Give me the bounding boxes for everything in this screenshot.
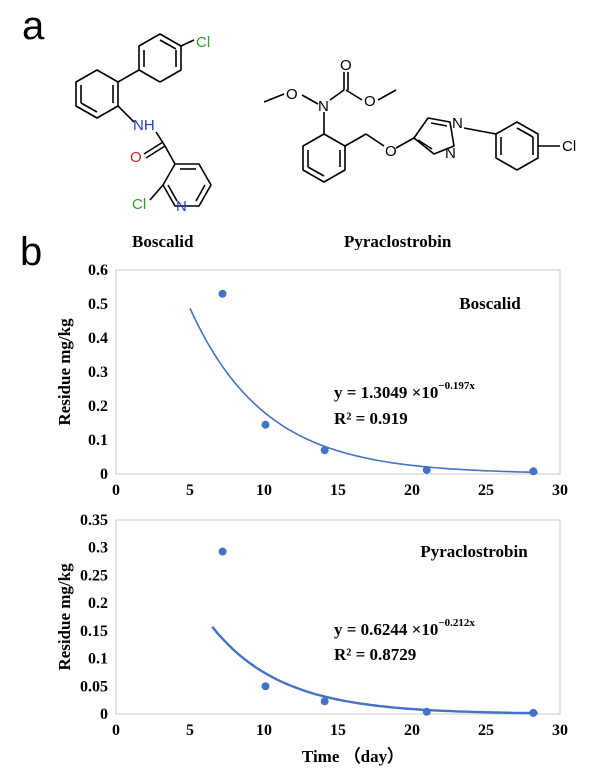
- atom-o: O: [364, 93, 376, 110]
- x-tick-label: 5: [186, 482, 194, 499]
- plot-frame: [115, 269, 561, 475]
- data-point: [529, 708, 538, 717]
- y-tick-label: 0: [100, 466, 108, 483]
- y-tick-label: 0.05: [80, 678, 108, 695]
- y-tick-label: 0.5: [88, 296, 108, 313]
- atom-cl: Cl: [562, 138, 576, 155]
- atom-nh: NH: [133, 117, 155, 134]
- trend-line: [189, 307, 538, 474]
- atom-o: O: [130, 149, 142, 166]
- x-axis-label: Time （day）: [302, 746, 404, 766]
- data-point: [261, 420, 270, 429]
- fit-equation: y = 1.3049 ×10−0.197x: [334, 380, 475, 402]
- pyraclostrobin-chart: 0 0.05 0.1 0.15 0.2 0.25 0.3 0.35 0 5 10 15 20 25 30 Re…: [55, 512, 568, 766]
- atom-cl: Cl: [132, 196, 146, 213]
- atom-n: N: [176, 198, 187, 215]
- data-point: [218, 547, 227, 556]
- y-tick-label: 0.2: [88, 595, 108, 612]
- x-tick-label: 25: [478, 482, 494, 499]
- compound-name-pyraclostrobin: Pyraclostrobin: [344, 232, 452, 250]
- atom-n: N: [318, 98, 329, 115]
- x-tick-label: 20: [404, 722, 420, 739]
- y-tick-label: 0.15: [80, 623, 108, 640]
- data-point: [422, 465, 431, 474]
- chart-title: Boscalid: [459, 294, 521, 313]
- y-tick-label: 0.1: [88, 432, 108, 449]
- y-tick-label: 0.35: [80, 512, 108, 529]
- y-tick-label: 0.4: [88, 330, 108, 347]
- x-tick-label: 10: [256, 482, 272, 499]
- data-point: [218, 289, 227, 298]
- y-tick-label: 0.3: [88, 540, 108, 557]
- x-tick-label: 30: [552, 722, 568, 739]
- compound-name-boscalid: Boscalid: [132, 232, 194, 250]
- plot-frame: [115, 519, 561, 715]
- data-point: [320, 446, 329, 455]
- chemical-structures: Cl NH O Cl N O N O O O N N Cl Boscalid P…: [75, 33, 576, 250]
- data-point: [261, 682, 270, 691]
- x-tick-label: 15: [330, 482, 346, 499]
- x-tick-label: 25: [478, 722, 494, 739]
- panel-label-b: b: [20, 230, 43, 274]
- y-axis-label: Residue mg/kg: [55, 563, 74, 671]
- r-squared: R² = 0.919: [334, 409, 408, 428]
- y-tick-label: 0.3: [88, 364, 108, 381]
- atom-o: O: [286, 86, 298, 103]
- y-tick-label: 0.25: [80, 567, 108, 584]
- y-tick-label: 0: [100, 706, 108, 723]
- boscalid-chart: 0 0.1 0.2 0.3 0.4 0.5 0.6 0 5 10 15 20 25 30 Residue m…: [55, 262, 568, 499]
- x-tick-label: 15: [330, 722, 346, 739]
- atom-o: O: [385, 143, 397, 160]
- y-axis-label: Residue mg/kg: [55, 318, 74, 426]
- x-tick-label: 20: [404, 482, 420, 499]
- atom-n: N: [452, 115, 463, 132]
- x-tick-label: 0: [112, 482, 120, 499]
- x-tick-label: 5: [186, 722, 194, 739]
- x-tick-label: 0: [112, 722, 120, 739]
- x-tick-label: 30: [552, 482, 568, 499]
- y-tick-label: 0.2: [88, 398, 108, 415]
- y-tick-label: 0.1: [88, 651, 108, 668]
- trend-line: [211, 626, 538, 715]
- chart-title: Pyraclostrobin: [420, 542, 528, 561]
- y-tick-label: 0.6: [88, 262, 108, 279]
- data-point: [422, 707, 431, 716]
- fit-equation: y = 0.6244 ×10−0.212x: [334, 617, 475, 639]
- r-squared: R² = 0.8729: [334, 645, 416, 664]
- panel-label-a: a: [22, 4, 45, 48]
- data-point: [320, 697, 329, 706]
- atom-cl: Cl: [196, 34, 210, 51]
- atom-o: O: [340, 57, 352, 74]
- x-tick-label: 10: [256, 722, 272, 739]
- atom-n: N: [445, 145, 456, 162]
- data-point: [529, 467, 538, 476]
